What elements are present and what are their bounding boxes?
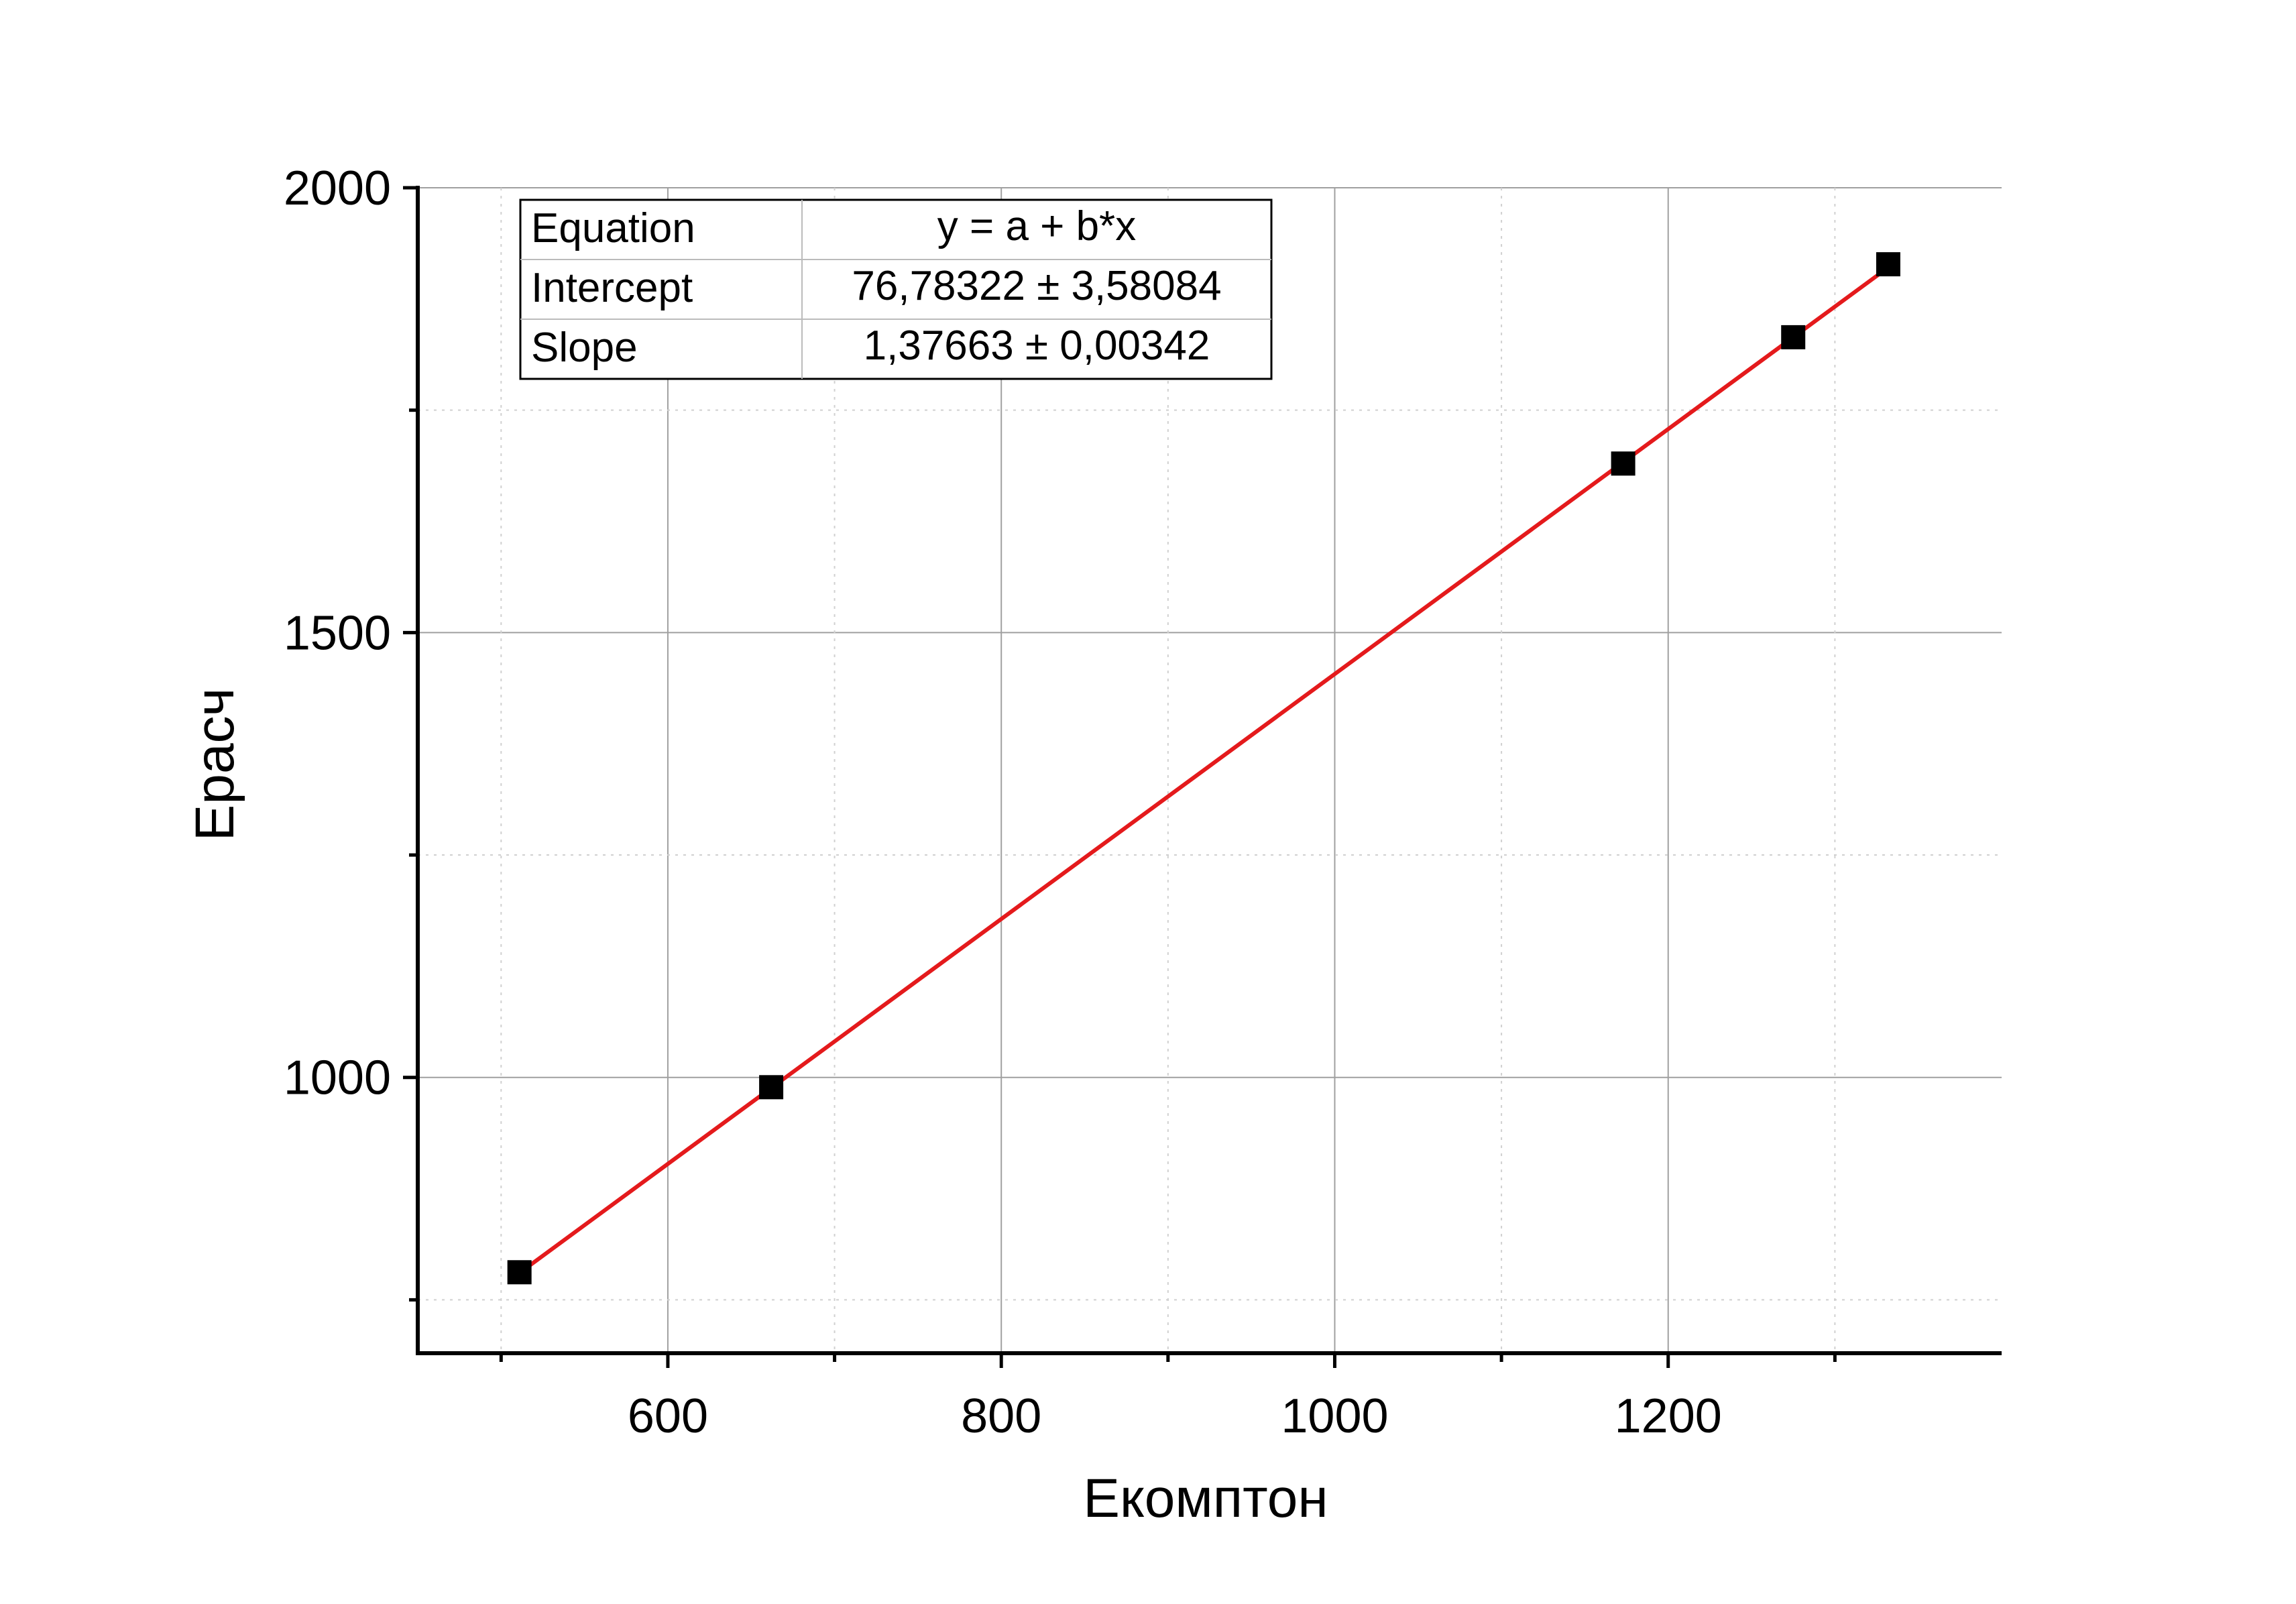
fit-line-layer xyxy=(518,266,1890,1275)
x-tick-label: 600 xyxy=(628,1389,708,1443)
fit-table-label: Slope xyxy=(531,325,638,371)
x-tick-label: 1200 xyxy=(1615,1389,1722,1443)
fit-table-value: 1,37663 ± 0,00342 xyxy=(864,323,1210,369)
fit-table-label: Equation xyxy=(531,205,695,251)
fit-table-value: 76,78322 ± 3,58084 xyxy=(852,263,1221,309)
x-tick-label: 800 xyxy=(961,1389,1041,1443)
y-axis-title: Ерасч xyxy=(184,688,245,842)
fit-results-table: Equation y = a + b*x Intercept 76,78322 ± 3… xyxy=(519,198,1273,380)
fit-line xyxy=(518,266,1890,1275)
fit-table-label: Intercept xyxy=(531,265,693,311)
x-tick-label: 1000 xyxy=(1281,1389,1388,1443)
fit-table-value: y = a + b*x xyxy=(937,203,1136,249)
data-points xyxy=(507,252,1900,1285)
y-tick-label: 2000 xyxy=(284,162,391,215)
x-axis-title: Екомптон xyxy=(1083,1468,1328,1529)
fit-table-border xyxy=(519,198,1273,380)
y-tick-label: 1000 xyxy=(284,1051,391,1105)
ticks: 600 800 1000 1200 1000 1500 2000 xyxy=(284,162,1837,1443)
grid xyxy=(418,187,2002,1353)
data-point xyxy=(1611,451,1635,476)
data-point xyxy=(1781,325,1806,349)
data-point xyxy=(1876,252,1900,277)
axes xyxy=(416,186,2002,1355)
y-tick-label: 1500 xyxy=(284,606,391,660)
data-point xyxy=(759,1075,784,1100)
data-point xyxy=(507,1260,532,1285)
